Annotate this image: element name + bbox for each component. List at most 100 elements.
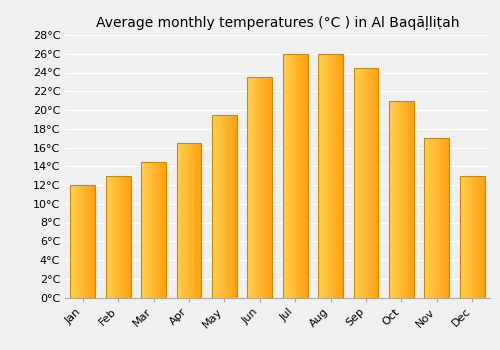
Bar xyxy=(477,176,478,298)
Bar xyxy=(356,68,358,298)
Bar xyxy=(356,68,357,298)
Bar xyxy=(371,68,372,298)
Bar xyxy=(318,54,319,298)
Bar xyxy=(249,77,250,298)
Bar xyxy=(114,176,115,298)
Bar xyxy=(141,162,166,298)
Bar xyxy=(108,176,109,298)
Bar xyxy=(110,176,112,298)
Bar xyxy=(157,162,158,298)
Bar xyxy=(438,138,440,298)
Bar xyxy=(182,143,183,298)
Bar xyxy=(365,68,366,298)
Bar xyxy=(128,176,130,298)
Bar xyxy=(198,143,199,298)
Bar xyxy=(124,176,125,298)
Bar xyxy=(112,176,113,298)
Bar xyxy=(471,176,472,298)
Bar xyxy=(176,143,177,298)
Bar xyxy=(445,138,446,298)
Bar xyxy=(292,54,294,298)
Bar xyxy=(90,185,92,298)
Bar xyxy=(428,138,429,298)
Bar xyxy=(268,77,269,298)
Bar xyxy=(182,143,184,298)
Bar xyxy=(426,138,427,298)
Bar xyxy=(391,101,392,298)
Bar xyxy=(358,68,360,298)
Bar xyxy=(295,54,296,298)
Bar xyxy=(185,143,186,298)
Bar xyxy=(126,176,127,298)
Bar xyxy=(289,54,290,298)
Bar xyxy=(436,138,437,298)
Bar xyxy=(118,176,120,298)
Bar xyxy=(146,162,148,298)
Bar xyxy=(200,143,202,298)
Bar xyxy=(307,54,308,298)
Bar xyxy=(474,176,476,298)
Bar xyxy=(156,162,158,298)
Bar xyxy=(302,54,304,298)
Bar xyxy=(430,138,432,298)
Bar xyxy=(460,176,461,298)
Bar xyxy=(284,54,286,298)
Bar xyxy=(406,101,407,298)
Bar xyxy=(70,185,71,298)
Bar xyxy=(429,138,430,298)
Bar xyxy=(120,176,122,298)
Bar xyxy=(93,185,94,298)
Bar xyxy=(463,176,464,298)
Bar xyxy=(213,115,214,298)
Bar xyxy=(231,115,232,298)
Bar xyxy=(176,143,202,298)
Bar xyxy=(470,176,471,298)
Bar xyxy=(80,185,81,298)
Bar xyxy=(402,101,404,298)
Bar xyxy=(248,77,250,298)
Bar xyxy=(79,185,80,298)
Bar xyxy=(306,54,307,298)
Bar xyxy=(84,185,85,298)
Bar xyxy=(270,77,271,298)
Bar xyxy=(332,54,333,298)
Bar xyxy=(219,115,220,298)
Bar xyxy=(264,77,266,298)
Bar xyxy=(354,68,355,298)
Bar xyxy=(106,176,130,298)
Bar xyxy=(440,138,441,298)
Bar xyxy=(162,162,163,298)
Bar xyxy=(250,77,251,298)
Bar xyxy=(227,115,228,298)
Bar xyxy=(225,115,226,298)
Bar xyxy=(263,77,264,298)
Bar xyxy=(145,162,146,298)
Bar xyxy=(442,138,443,298)
Bar xyxy=(262,77,263,298)
Bar xyxy=(305,54,306,298)
Bar xyxy=(435,138,436,298)
Bar xyxy=(325,54,326,298)
Bar xyxy=(85,185,86,298)
Bar xyxy=(192,143,194,298)
Bar xyxy=(143,162,144,298)
Bar xyxy=(260,77,261,298)
Bar xyxy=(389,101,390,298)
Bar xyxy=(125,176,126,298)
Bar xyxy=(283,54,308,298)
Bar xyxy=(269,77,270,298)
Bar xyxy=(113,176,114,298)
Bar xyxy=(373,68,374,298)
Bar xyxy=(292,54,293,298)
Bar xyxy=(129,176,130,298)
Bar xyxy=(318,54,343,298)
Bar xyxy=(337,54,338,298)
Bar xyxy=(392,101,393,298)
Bar xyxy=(179,143,180,298)
Bar xyxy=(326,54,327,298)
Bar xyxy=(77,185,78,298)
Bar xyxy=(320,54,322,298)
Bar xyxy=(222,115,223,298)
Bar xyxy=(297,54,298,298)
Bar xyxy=(338,54,340,298)
